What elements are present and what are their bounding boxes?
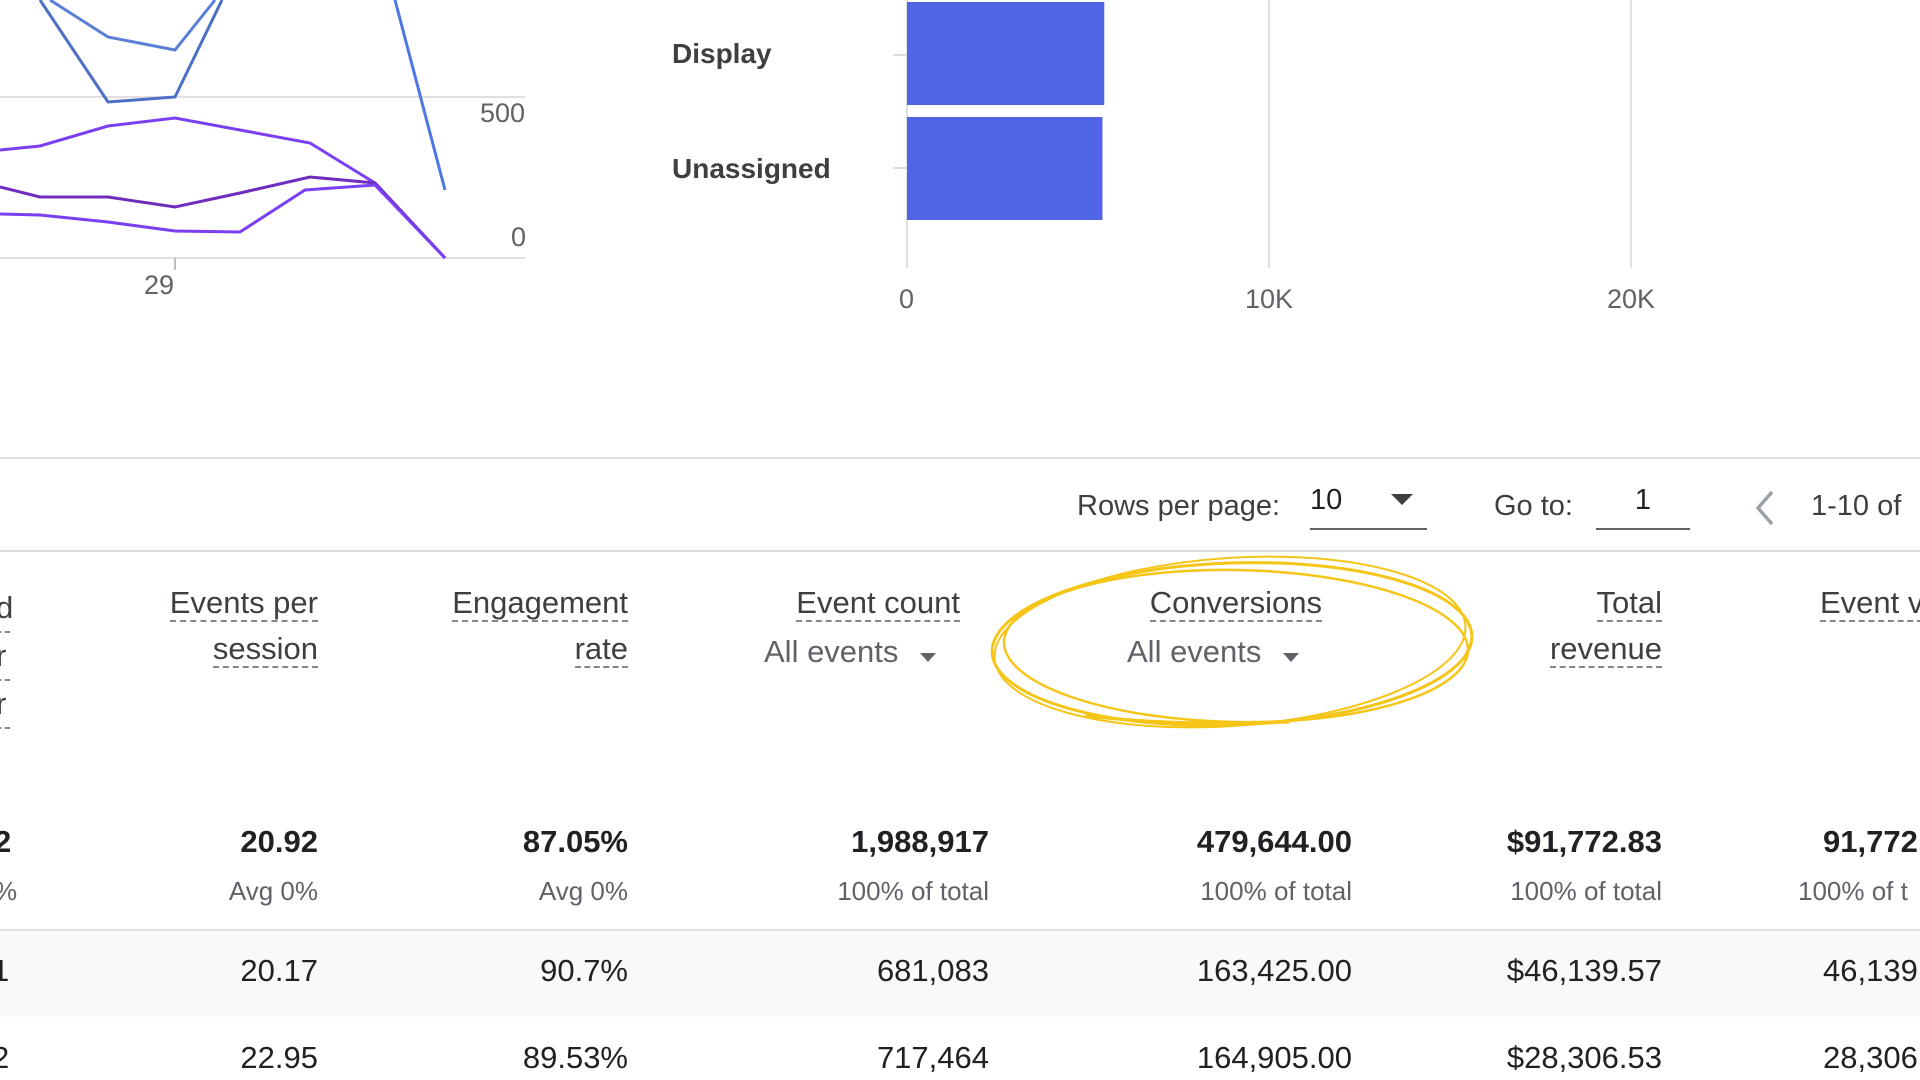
series-line-purple — [0, 116, 447, 260]
y-tick-0: 0 — [511, 222, 527, 252]
go-to-value: 1 — [1634, 484, 1652, 516]
row2-conversions: 164,905.00 — [1196, 1040, 1352, 1075]
column-header-event-count[interactable]: Event count — [796, 585, 960, 622]
totals-partial-sub: % — [0, 876, 17, 907]
totals-event-value: 91,772 — [1823, 824, 1918, 859]
series-line-violet — [0, 175, 447, 260]
totals-event-value-sub: 100% of t — [1798, 876, 1908, 906]
row2-events-per-session: 22.95 — [240, 1040, 318, 1075]
totals-conversions: 479,644.00 — [1196, 824, 1352, 859]
category-label-display: Display — [672, 38, 772, 69]
totals-events-per-session-sub: Avg 0% — [228, 876, 318, 906]
line-chart — [0, 0, 525, 270]
row2-engagement-rate: 89.53% — [522, 1040, 628, 1075]
conversions-event-filter[interactable]: All events — [1127, 634, 1300, 670]
chevron-down-icon — [920, 653, 937, 663]
page-range: 1-10 of — [1811, 490, 1902, 522]
x-tick-label: 10K — [1245, 284, 1294, 314]
x-tick-29: 29 — [144, 270, 175, 300]
event-count-event-filter[interactable]: All events — [764, 634, 937, 670]
rows-per-page-select[interactable]: 10 — [1310, 482, 1427, 530]
column-header-events-per-session[interactable]: Events per session — [169, 585, 318, 668]
row2-event-count: 717,464 — [876, 1040, 989, 1075]
row2-partial: 2 — [0, 1040, 10, 1075]
table-row[interactable] — [0, 1017, 1920, 1080]
row1-partial: 1 — [0, 953, 10, 988]
section-divider — [0, 457, 1920, 459]
row1-event-count: 681,083 — [876, 953, 989, 988]
chevron-left-icon — [1755, 490, 1774, 526]
row1-engagement-rate: 90.7% — [540, 953, 628, 988]
column-header-event-value[interactable]: Event v — [1820, 580, 1920, 626]
table-row[interactable] — [0, 929, 1920, 1019]
chevron-down-icon — [1391, 494, 1413, 505]
pagination-divider — [0, 550, 1920, 552]
go-to-label: Go to: — [1494, 490, 1573, 522]
y-tick-500: 500 — [480, 98, 526, 128]
series-line-blue-3 — [393, 0, 447, 191]
rows-per-page-label: Rows per page: — [1077, 490, 1281, 522]
totals-total-revenue: $91,772.83 — [1506, 824, 1662, 859]
series-line-blue-1 — [38, 0, 224, 104]
go-to-input[interactable]: 1 — [1596, 482, 1690, 530]
category-label-unassigned: Unassigned — [672, 153, 831, 184]
partial-column-header[interactable]: d r r — [0, 585, 13, 729]
previous-page-button[interactable] — [1748, 486, 1782, 530]
totals-events-per-session: 20.92 — [240, 824, 318, 859]
series-line-dark — [0, 183, 447, 260]
row2-event-value: 28,306 — [1823, 1040, 1918, 1075]
totals-partial-value: 2 — [0, 824, 12, 859]
row2-total-revenue: $28,306.53 — [1506, 1040, 1662, 1075]
column-header-total-revenue[interactable]: Total revenue — [1549, 585, 1662, 668]
totals-event-count-sub: 100% of total — [837, 876, 989, 906]
totals-conversions-sub: 100% of total — [1200, 876, 1352, 906]
totals-engagement-rate: 87.05% — [522, 824, 628, 859]
totals-total-revenue-sub: 100% of total — [1510, 876, 1662, 906]
bar-unassigned[interactable] — [907, 117, 1103, 220]
totals-event-count: 1,988,917 — [851, 824, 989, 859]
row1-total-revenue: $46,139.57 — [1506, 953, 1662, 988]
x-tick-label: 20K — [1607, 284, 1656, 314]
totals-engagement-rate-sub: Avg 0% — [538, 876, 628, 906]
bar-chart — [893, 0, 1632, 268]
x-tick-label: 0 — [899, 284, 915, 314]
rows-per-page-value: 10 — [1310, 484, 1343, 516]
bar-display[interactable] — [907, 2, 1105, 105]
column-header-engagement-rate[interactable]: Engagement rate — [452, 585, 628, 668]
row1-event-value: 46,139 — [1823, 953, 1918, 988]
column-header-conversions[interactable]: Conversions — [1149, 585, 1322, 622]
row1-conversions: 163,425.00 — [1196, 953, 1352, 988]
row1-events-per-session: 20.17 — [240, 953, 318, 988]
series-line-blue-2 — [49, 0, 217, 52]
chevron-down-icon — [1283, 653, 1300, 663]
